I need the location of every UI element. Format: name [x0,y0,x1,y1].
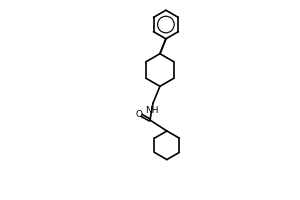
Text: O: O [136,110,142,119]
Text: NH: NH [145,106,159,115]
